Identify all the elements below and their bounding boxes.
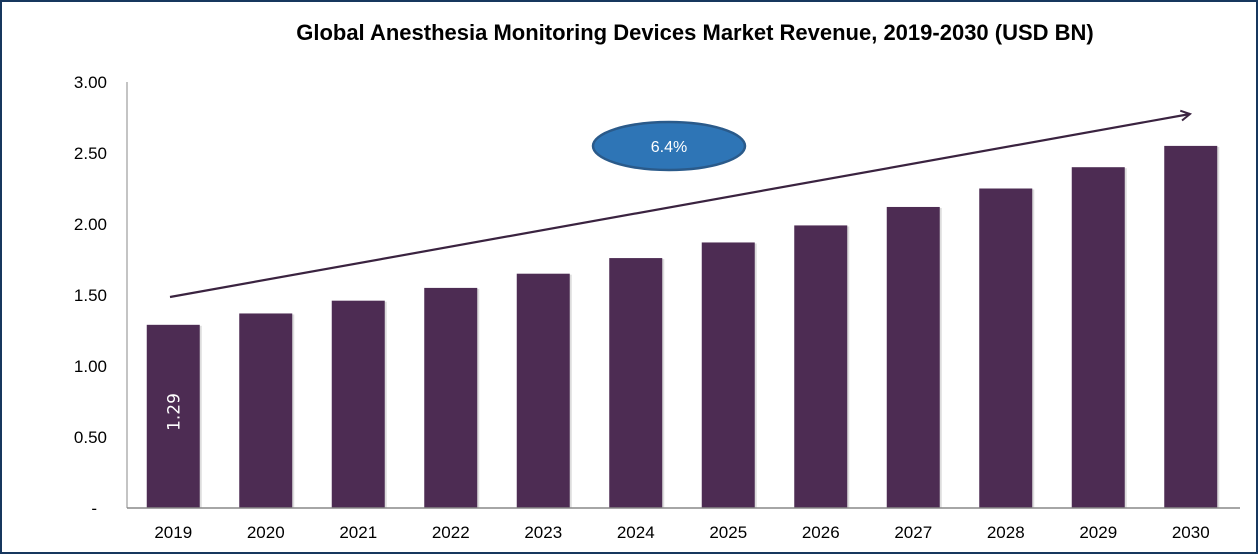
- x-axis: 2019 2020 2021 2022 2023 2024 2025 2026 2027 2028…: [154, 523, 1209, 542]
- data-label-2019: 1.29: [164, 393, 184, 431]
- cagr-label: 6.4%: [651, 139, 687, 156]
- y-axis: - 0.50 1.00 1.50 2.00 2.50 3.00: [74, 73, 107, 518]
- bar-2020: [239, 313, 293, 508]
- x-tick-label: 2024: [617, 523, 655, 542]
- y-tick-label: 0.50: [74, 428, 107, 447]
- x-tick-label: 2028: [987, 523, 1025, 542]
- bar-2024: [609, 258, 663, 508]
- x-tick-label: 2025: [709, 523, 747, 542]
- bar-2023: [516, 273, 570, 508]
- bar-2027: [886, 206, 940, 508]
- x-tick-label: 2022: [432, 523, 470, 542]
- chart-title: Global Anesthesia Monitoring Devices Mar…: [296, 20, 1094, 45]
- bar-2019: [146, 324, 200, 508]
- x-tick-label: 2026: [802, 523, 840, 542]
- y-tick-label: 3.00: [74, 73, 107, 92]
- bar-2021: [331, 300, 385, 508]
- y-tick-label: 2.00: [74, 215, 107, 234]
- x-tick-label: 2019: [154, 523, 192, 542]
- bar-2029: [1071, 167, 1125, 508]
- x-tick-label: 2020: [247, 523, 285, 542]
- x-tick-label: 2021: [339, 523, 377, 542]
- y-tick-label: 1.00: [74, 357, 107, 376]
- trend-arrow: [169, 114, 1190, 299]
- x-tick-label: 2029: [1079, 523, 1117, 542]
- y-tick-label: -: [91, 499, 97, 518]
- bar-2030: [1164, 145, 1218, 508]
- bars: [146, 145, 1220, 509]
- y-tick-label: 2.50: [74, 144, 107, 163]
- y-tick-label: 1.50: [74, 286, 107, 305]
- x-tick-label: 2027: [894, 523, 932, 542]
- x-tick-label: 2030: [1172, 523, 1210, 542]
- bar-2025: [701, 242, 755, 508]
- cagr-ellipse: [591, 120, 747, 172]
- bar-2022: [424, 287, 478, 508]
- bar-2026: [794, 225, 848, 509]
- x-tick-label: 2023: [524, 523, 562, 542]
- bar-2028: [979, 188, 1033, 508]
